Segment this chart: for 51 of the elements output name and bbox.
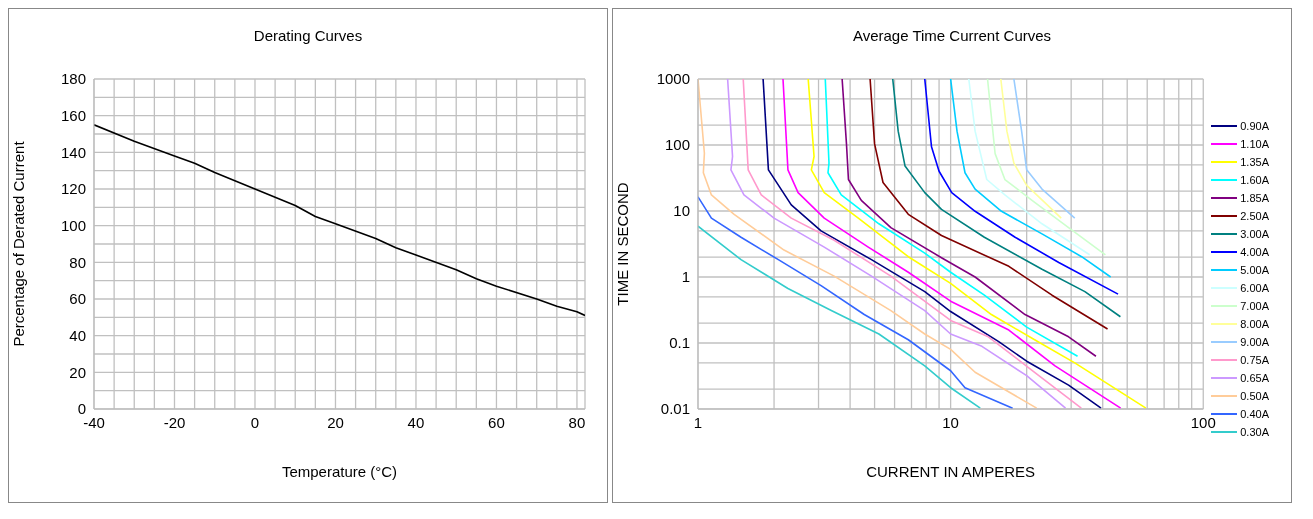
- legend-label: 4.00A: [1240, 246, 1269, 258]
- legend-label: 0.65A: [1240, 372, 1269, 384]
- x-tick-label: 100: [1190, 413, 1216, 431]
- legend-label: 0.30A: [1240, 426, 1269, 438]
- y-axis-title: Percentage of Derated Current: [10, 140, 28, 347]
- x-tick-label: -40: [83, 413, 105, 431]
- y-tick-label: 0.01: [660, 400, 690, 418]
- x-tick-label: 0: [250, 413, 260, 431]
- y-tick-label: 160: [60, 106, 86, 124]
- legend-label: 0.90A: [1240, 120, 1269, 132]
- y-tick-label: 1000: [656, 70, 690, 88]
- chart-title: Average Time Current Curves: [851, 26, 1053, 46]
- y-axis-title: TIME IN SECOND: [614, 182, 632, 306]
- legend-label: 7.00A: [1240, 300, 1269, 312]
- x-tick-label: 10: [942, 413, 959, 431]
- x-tick-label: 20: [327, 413, 344, 431]
- x-tick-label: -20: [163, 413, 186, 431]
- y-tick-label: 20: [69, 363, 86, 381]
- legend-label: 0.50A: [1240, 390, 1269, 402]
- x-axis-title: Temperature (°C): [281, 463, 398, 480]
- legend-label: 1.10A: [1240, 138, 1269, 150]
- legend-label: 0.40A: [1240, 408, 1269, 420]
- y-tick-label: 10: [673, 202, 690, 220]
- legend-label: 2.50A: [1240, 210, 1269, 222]
- legend-label: 3.00A: [1240, 228, 1269, 240]
- legend-label: 6.00A: [1240, 282, 1269, 294]
- legend-label: 1.85A: [1240, 192, 1269, 204]
- y-tick-label: 1: [681, 268, 690, 286]
- y-tick-label: 120: [60, 180, 86, 198]
- y-tick-label: 0: [77, 400, 86, 418]
- x-tick-label: 1: [693, 413, 703, 431]
- y-tick-label: 0.1: [669, 334, 690, 352]
- y-tick-label: 60: [69, 290, 86, 308]
- legend-label: 1.60A: [1240, 174, 1269, 186]
- x-tick-label: 40: [407, 413, 425, 431]
- legend-label: 9.00A: [1240, 336, 1269, 348]
- y-tick-label: 100: [60, 216, 86, 234]
- x-tick-label: 80: [568, 413, 586, 431]
- y-tick-label: 140: [60, 143, 86, 161]
- line-series: [94, 124, 585, 317]
- legend-label: 5.00A: [1240, 264, 1269, 276]
- y-tick-label: 80: [69, 253, 86, 271]
- y-tick-label: 40: [69, 326, 86, 344]
- y-tick-label: 180: [60, 70, 86, 88]
- y-tick-label: 100: [664, 136, 690, 154]
- legend-label: 0.75A: [1240, 354, 1269, 366]
- chart-title: Derating Curves: [252, 26, 364, 46]
- x-tick-label: 60: [488, 413, 505, 431]
- legend-label: 8.00A: [1240, 318, 1269, 330]
- legend-label: 1.35A: [1240, 156, 1269, 168]
- x-axis-title: CURRENT IN AMPERES: [866, 463, 1036, 480]
